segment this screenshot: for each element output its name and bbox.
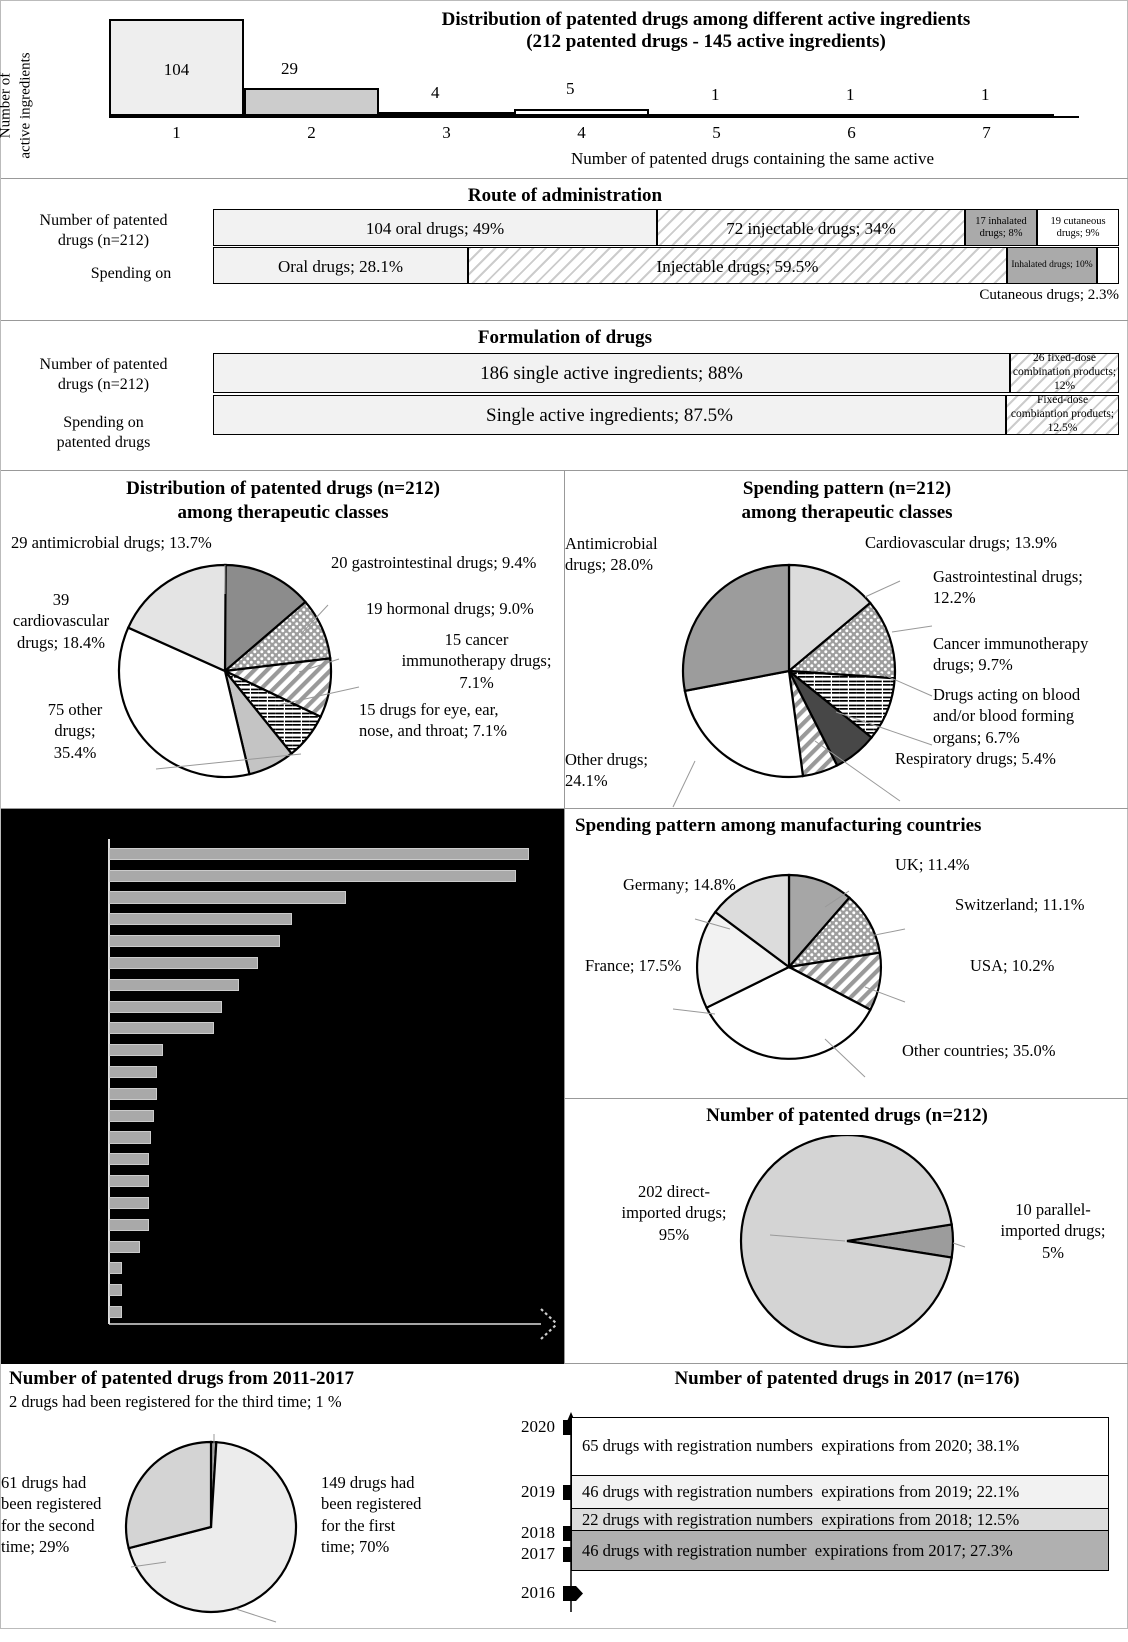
svg-text:2018: 2018 <box>521 1523 555 1542</box>
svg-text:2019: 2019 <box>521 1482 555 1501</box>
svg-text:2017: 2017 <box>521 1544 556 1563</box>
svg-text:2016: 2016 <box>521 1583 555 1602</box>
svg-text:2020: 2020 <box>521 1417 555 1436</box>
